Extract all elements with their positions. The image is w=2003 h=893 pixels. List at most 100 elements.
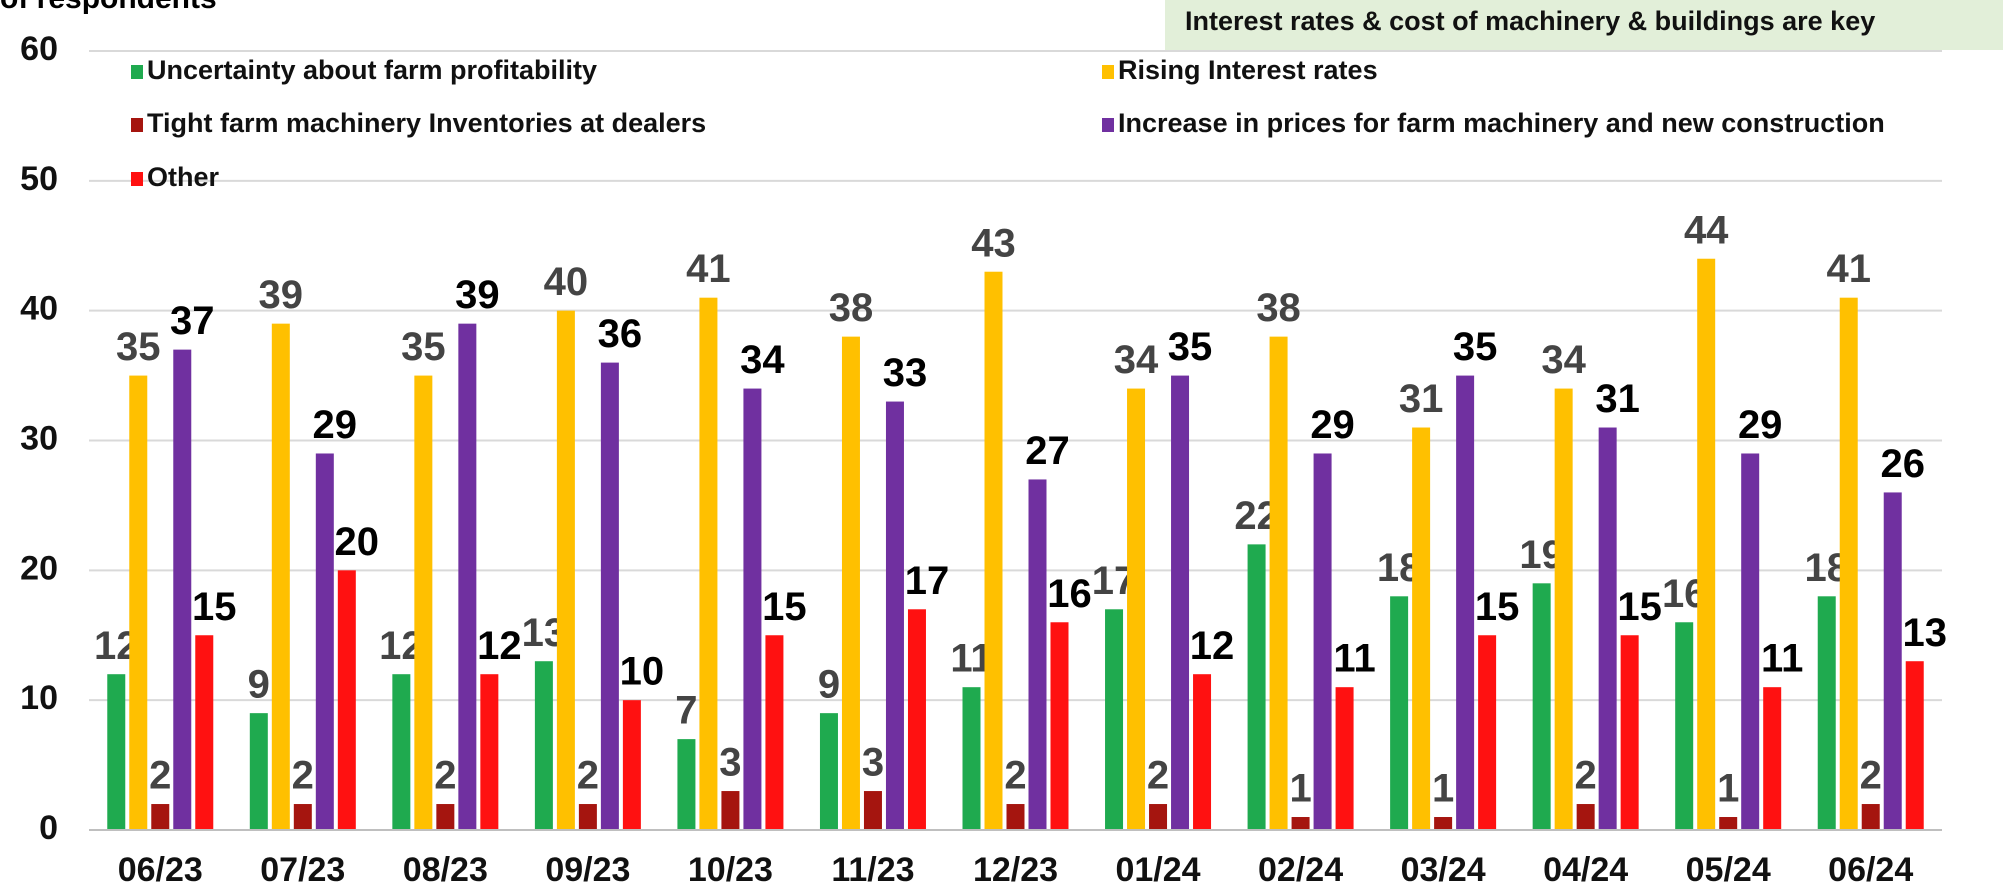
bar xyxy=(1862,804,1880,830)
data-label: 2 xyxy=(1860,754,1882,798)
bar xyxy=(623,700,641,830)
data-label: 2 xyxy=(1004,754,1026,798)
bar xyxy=(436,804,454,830)
y-tick-label: 60 xyxy=(20,30,58,68)
bar xyxy=(1478,635,1496,830)
data-label: 39 xyxy=(455,273,500,317)
bar xyxy=(151,804,169,830)
bar xyxy=(1555,389,1573,830)
data-label: 2 xyxy=(434,754,456,798)
bar xyxy=(1741,453,1759,830)
bar xyxy=(1270,337,1288,830)
bar xyxy=(458,324,476,830)
bar xyxy=(1675,622,1693,830)
bar xyxy=(908,609,926,830)
data-label: 29 xyxy=(1738,403,1783,447)
legend-swatch xyxy=(131,118,143,132)
bar xyxy=(1007,804,1025,830)
data-label: 34 xyxy=(740,338,785,382)
bar xyxy=(1105,609,1123,830)
legend-swatch xyxy=(131,172,143,186)
data-label: 29 xyxy=(313,403,358,447)
data-label: 26 xyxy=(1880,442,1925,486)
legend-label: Other xyxy=(147,162,220,192)
x-tick-label: 04/24 xyxy=(1543,851,1628,889)
bar xyxy=(1336,687,1354,830)
bar xyxy=(1763,687,1781,830)
bar xyxy=(480,674,498,830)
data-label: 40 xyxy=(544,260,589,304)
bar xyxy=(294,804,312,830)
data-label: 11 xyxy=(1333,637,1375,681)
bar xyxy=(1434,817,1452,830)
data-label: 20 xyxy=(335,520,380,564)
bar xyxy=(1127,389,1145,830)
bar xyxy=(699,298,717,830)
legend-label: Uncertainty about farm profitability xyxy=(147,55,597,85)
data-label: 15 xyxy=(1475,585,1520,629)
data-label: 12 xyxy=(477,624,522,668)
x-tick-label: 09/23 xyxy=(545,851,630,889)
bar xyxy=(1149,804,1167,830)
data-label: 34 xyxy=(1114,338,1159,382)
bar xyxy=(107,674,125,830)
data-label: 17 xyxy=(905,559,950,603)
bar xyxy=(414,376,432,830)
bar xyxy=(1029,479,1047,830)
bar xyxy=(1906,661,1924,830)
bar xyxy=(392,674,410,830)
data-label: 3 xyxy=(862,741,884,785)
y-tick-label: 50 xyxy=(20,160,58,198)
data-label: 38 xyxy=(829,286,874,330)
data-label: 35 xyxy=(1168,325,1213,369)
bar xyxy=(886,402,904,830)
bar xyxy=(721,791,739,830)
bar xyxy=(1840,298,1858,830)
data-label: 2 xyxy=(292,754,314,798)
data-label: 3 xyxy=(719,741,741,785)
data-label: 33 xyxy=(883,351,928,395)
bar xyxy=(1193,674,1211,830)
legend-swatch xyxy=(131,65,143,79)
data-label: 39 xyxy=(259,273,304,317)
data-label: 41 xyxy=(1826,247,1871,291)
data-label: 9 xyxy=(248,663,270,707)
x-tick-label: 12/23 xyxy=(973,851,1058,889)
y-tick-label: 30 xyxy=(20,419,58,457)
bar xyxy=(1412,428,1430,830)
legend-label: Rising Interest rates xyxy=(1118,55,1378,85)
data-label: 2 xyxy=(1147,754,1169,798)
bar xyxy=(173,350,191,830)
bar xyxy=(250,713,268,830)
bar xyxy=(1248,544,1266,830)
y-axis-label: of respondents xyxy=(0,0,217,15)
y-tick-label: 20 xyxy=(20,549,58,587)
bar xyxy=(579,804,597,830)
bar xyxy=(272,324,290,830)
data-label: 27 xyxy=(1025,429,1070,473)
bar xyxy=(677,739,695,830)
data-label: 35 xyxy=(116,325,161,369)
data-label: 1 xyxy=(1717,767,1739,811)
bar xyxy=(601,363,619,830)
data-label: 29 xyxy=(1310,403,1355,447)
x-tick-label: 01/24 xyxy=(1115,851,1200,889)
data-label: 9 xyxy=(818,663,840,707)
x-tick-label: 08/23 xyxy=(403,851,488,889)
x-tick-label: 11/23 xyxy=(831,851,914,889)
bar xyxy=(864,791,882,830)
data-label: 35 xyxy=(1453,325,1498,369)
data-label: 16 xyxy=(1047,572,1092,616)
bar xyxy=(842,337,860,830)
bar xyxy=(557,311,575,830)
bar xyxy=(1577,804,1595,830)
bar xyxy=(1533,583,1551,830)
data-label: 7 xyxy=(675,689,697,733)
y-tick-label: 10 xyxy=(20,679,58,717)
bar xyxy=(1621,635,1639,830)
bar xyxy=(1314,453,1332,830)
bar xyxy=(1292,817,1310,830)
bar xyxy=(1171,376,1189,830)
legend-swatch xyxy=(1102,65,1114,79)
data-label: 10 xyxy=(620,650,665,694)
